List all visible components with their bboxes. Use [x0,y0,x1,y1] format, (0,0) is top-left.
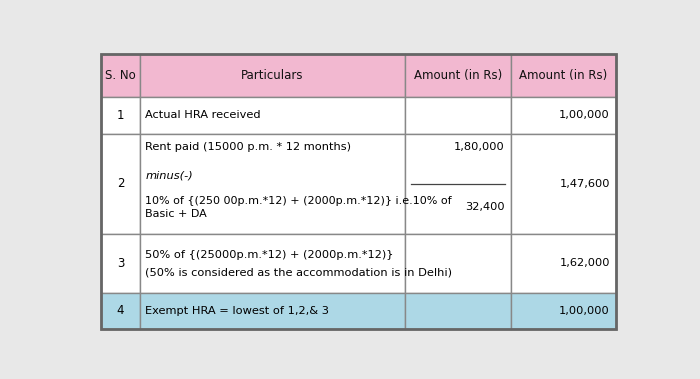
Bar [405,234,511,293]
Text: 1,47,600: 1,47,600 [559,179,610,189]
Text: Rent paid (15000 p.m. * 12 months): Rent paid (15000 p.m. * 12 months) [145,142,351,152]
Text: Particulars: Particulars [241,69,304,82]
Text: 32,400: 32,400 [465,202,504,212]
Bar [101,293,140,329]
Bar [511,54,617,97]
Bar [140,54,405,97]
Text: 1,80,000: 1,80,000 [454,142,504,152]
Bar [511,234,617,293]
Bar [511,293,617,329]
Bar [140,134,405,234]
Bar [101,234,140,293]
Bar [140,293,405,329]
Bar [405,97,511,134]
Text: (50% is considered as the accommodation is in Delhi): (50% is considered as the accommodation … [145,267,452,277]
Text: S. No: S. No [105,69,136,82]
Text: 1,00,000: 1,00,000 [559,110,610,120]
Bar [511,97,617,134]
Text: 1: 1 [117,109,124,122]
Text: Amount (in Rs): Amount (in Rs) [519,69,608,82]
Bar [405,134,511,234]
Text: Basic + DA: Basic + DA [145,209,207,219]
Text: 2: 2 [117,177,124,190]
Text: 1,00,000: 1,00,000 [559,306,610,316]
Text: Actual HRA received: Actual HRA received [145,110,261,120]
Bar [405,293,511,329]
Bar [101,97,140,134]
Bar [511,134,617,234]
Text: 4: 4 [117,304,124,317]
Text: minus(-): minus(-) [145,171,193,181]
Bar [101,134,140,234]
Text: Exempt HRA = lowest of 1,2,& 3: Exempt HRA = lowest of 1,2,& 3 [145,306,329,316]
Text: 50% of {(25000p.m.*12) + (2000p.m.*12)}: 50% of {(25000p.m.*12) + (2000p.m.*12)} [145,249,393,260]
Bar [101,54,140,97]
Text: Amount (in Rs): Amount (in Rs) [414,69,502,82]
Text: 1,62,000: 1,62,000 [559,258,610,268]
Text: 3: 3 [117,257,124,270]
Bar [140,97,405,134]
Bar [140,234,405,293]
Bar [405,54,511,97]
Text: 10% of {(250 00p.m.*12) + (2000p.m.*12)} i.e.10% of: 10% of {(250 00p.m.*12) + (2000p.m.*12)}… [145,196,452,206]
